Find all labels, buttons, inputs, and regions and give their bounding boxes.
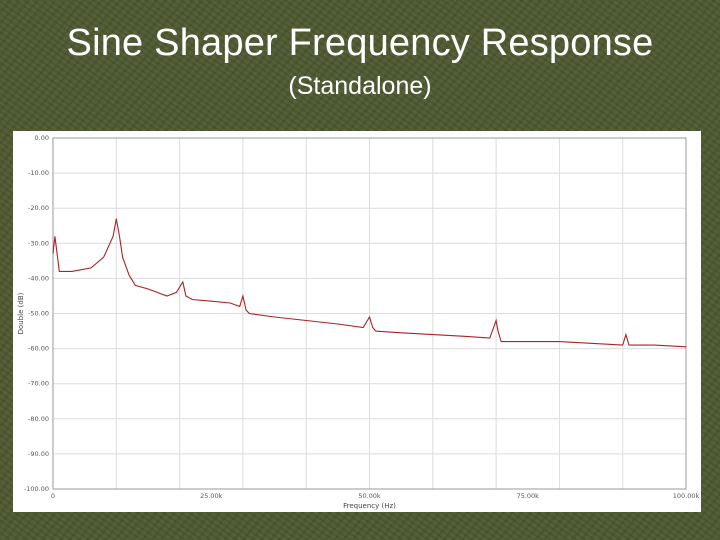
x-tick-label: 100.00k <box>673 492 700 500</box>
x-tick-label: 50.00k <box>358 492 381 500</box>
y-tick-label: -80.00 <box>28 415 49 423</box>
plot-frame <box>52 137 687 490</box>
y-tick-label: -70.00 <box>28 380 49 388</box>
y-tick-label: -60.00 <box>28 345 49 353</box>
frequency-response-chart: 0.00 -10.00 -20.00 -30.00 -40.00 -50.00 -60.00… <box>17 134 700 510</box>
y-tick-label: -90.00 <box>28 450 49 458</box>
x-tick-label: 0 <box>51 492 55 500</box>
y-tick-label: -10.00 <box>28 169 49 177</box>
y-tick-label: -40.00 <box>28 274 49 282</box>
frequency-response-line <box>52 218 687 348</box>
y-tick-label: -100.00 <box>24 485 49 493</box>
y-tick-label: -20.00 <box>28 204 49 212</box>
y-axis-label: Double (dB) <box>17 292 25 334</box>
y-tick-label: -30.00 <box>28 239 49 247</box>
y-tick-label: -50.00 <box>28 310 49 318</box>
x-tick-label: 25.00k <box>200 492 223 500</box>
slide-title: Sine Shaper Frequency Response <box>66 22 654 64</box>
slide-subtitle: (Standalone) <box>288 72 432 100</box>
chart-panel: 0.00 -10.00 -20.00 -30.00 -40.00 -50.00 -60.00… <box>13 131 701 512</box>
x-tick-label: 75.00k <box>517 492 540 500</box>
x-axis-label: Frequency (Hz) <box>343 502 396 510</box>
y-tick-label: 0.00 <box>35 134 49 142</box>
